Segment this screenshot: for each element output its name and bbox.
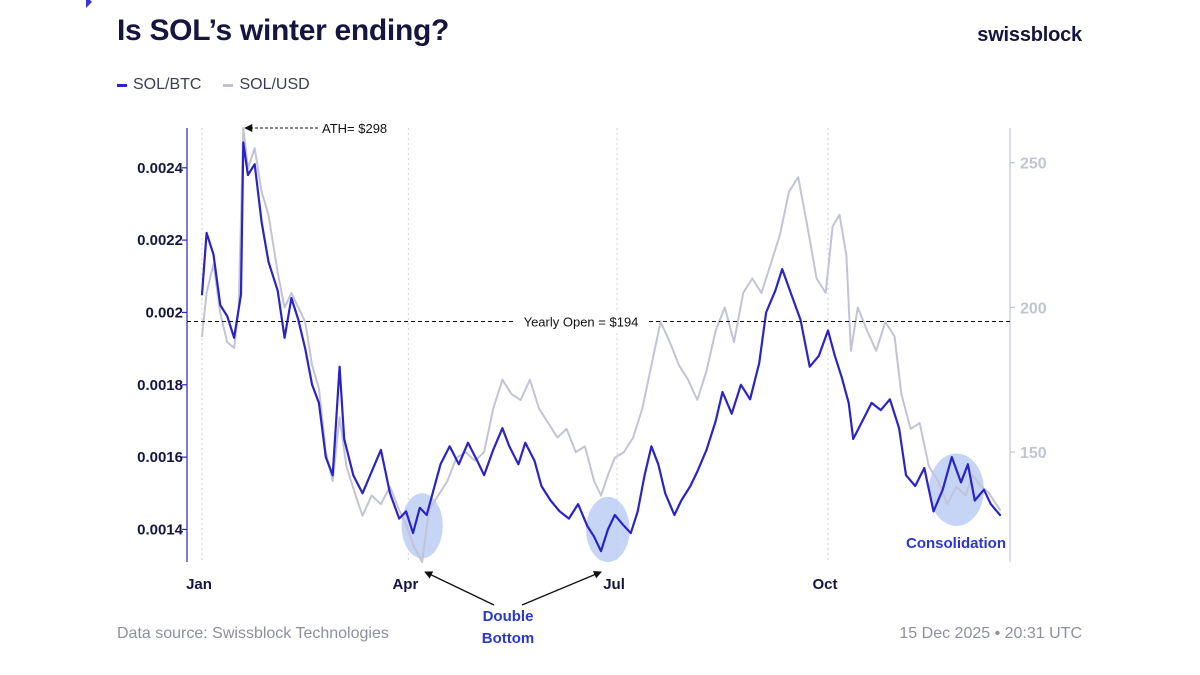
y-left-tick-label: 0.0018 (137, 377, 183, 394)
page-title: Is SOL’s winter ending? (117, 14, 450, 47)
y-left-tick-label: 0.0024 (137, 160, 184, 177)
corner-marker (86, 0, 92, 8)
x-tick-label-oct: Oct (813, 576, 838, 593)
reference-label: Yearly Open = $194 (524, 314, 639, 329)
y-right-tick-label: 250 (1020, 156, 1047, 173)
x-tick-label-apr: Apr (392, 576, 418, 593)
double-bottom-arrow-1 (424, 571, 495, 606)
data-source-note: Data source: Swissblock Technologies (117, 625, 389, 642)
double-bottom-label-line2: Bottom (482, 630, 535, 647)
series-line-sol-usd (201, 127, 1001, 563)
legend-label-sol-btc: SOL/BTC (133, 76, 202, 93)
legend-label-sol-usd: SOL/USD (239, 76, 310, 93)
legend-item-sol-btc[interactable]: SOL/BTC (117, 76, 201, 94)
series-line-sol-btc (200, 141, 1002, 553)
y-left-tick-label: 0.0016 (137, 449, 183, 466)
y-right-tick-label: 200 (1020, 300, 1047, 317)
y-left-tick-label: 0.0014 (137, 521, 184, 538)
legend-swatch-sol-usd (223, 83, 234, 87)
x-tick-label-jan: Jan (186, 576, 212, 593)
highlight-zone-1 (401, 493, 443, 559)
y-left-tick-label: 0.002 (145, 304, 183, 321)
consolidation-label: Consolidation (906, 535, 1006, 552)
y-left-tick-label: 0.0022 (137, 232, 183, 249)
brand-logo: swissblock (977, 24, 1082, 46)
double-bottom-label-line1: Double (483, 608, 534, 625)
ath-label: ATH= $298 (322, 121, 387, 136)
timestamp: 15 Dec 2025 • 20:31 UTC (899, 625, 1082, 642)
legend-item-sol-usd[interactable]: SOL/USD (223, 76, 310, 94)
x-tick-label-jul: Jul (603, 576, 625, 593)
double-bottom-arrow-2 (521, 571, 602, 606)
chart-legend: SOL/BTC SOL/USD (117, 76, 310, 94)
y-right-tick-label: 150 (1020, 445, 1047, 462)
legend-swatch-sol-btc (117, 83, 127, 87)
highlight-zone-3 (928, 453, 984, 526)
reference-label-bg (514, 312, 648, 331)
